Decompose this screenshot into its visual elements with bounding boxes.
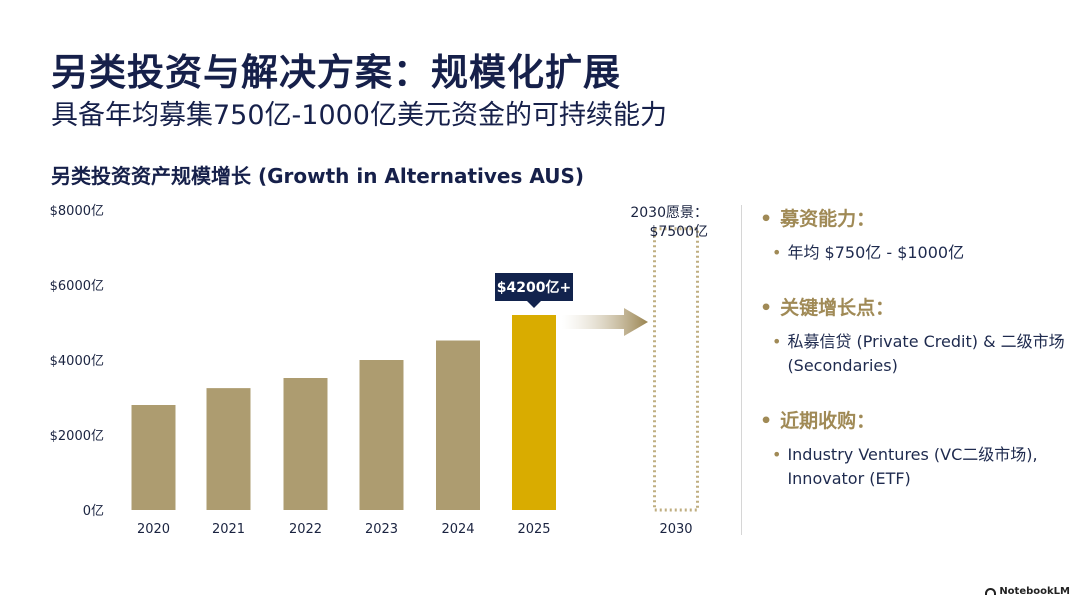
x-tick-label: 2020 [137,522,170,537]
bar-2023 [359,360,404,510]
x-tick-label: 2025 [517,522,550,537]
x-tick-label: 2024 [441,522,474,537]
y-tick-label: $2000亿 [50,429,104,444]
bullet-icon: • [760,297,773,319]
bar-2025 [512,315,556,510]
callout-pointer [527,301,541,308]
panel-divider [741,205,742,535]
highlight-value-label: $4200亿+ [497,279,571,296]
bullet-icon: • [772,332,782,351]
bullet-icon: • [772,243,782,262]
x-tick-label: 2030 [659,522,692,537]
brand-watermark: NotebookLM [985,586,1070,597]
bar-2021 [206,388,251,510]
chart-title: 另类投资资产规模增长 (Growth in Alternatives AUS) [51,164,585,188]
y-tick-label: $4000亿 [50,354,104,369]
x-tick-label: 2021 [212,522,245,537]
bar-2024 [436,340,480,510]
growth-arrow-icon [562,308,648,336]
fundraising-section: • 募资能力： • 年均 $750亿 - $1000亿 [760,204,1070,265]
aum-growth-chart: 0亿 $2000亿 $4000亿 $6000亿 $8000亿 2020 2021 2022 20… [50,204,708,537]
highlight-callout-box [495,273,573,301]
section-heading: 近期收购： [780,410,876,432]
page-title: 另类投资与解决方案：规模化扩展 [51,51,621,94]
brand-name: NotebookLM [999,586,1070,597]
target-label-line1: 2030愿景： [630,205,708,221]
section-detail: 私募信贷 (Private Credit) & 二级市场 (Secondarie… [787,332,1065,375]
notebooklm-logo-icon [985,588,997,595]
y-tick-label: $8000亿 [50,204,104,219]
section-heading: 关键增长点： [780,297,895,319]
x-tick-label: 2023 [365,522,398,537]
bar-2020 [131,405,176,510]
bullet-icon: • [760,208,773,230]
page-subtitle: 具备年均募集750亿-1000亿美元资金的可持续能力 [51,100,667,131]
bar-2022 [283,378,328,510]
x-tick-label: 2022 [289,522,322,537]
bar-2030-target [653,227,699,512]
bullet-icon: • [760,410,773,432]
y-tick-label: 0亿 [83,504,104,519]
growth-drivers-section: • 关键增长点： • 私募信贷 (Private Credit) & 二级市场 (S… [760,293,1070,378]
acquisitions-section: • 近期收购： • Industry Ventures (VC二级市场), Inno… [760,406,1070,491]
y-tick-label: $6000亿 [50,279,104,294]
target-label-line2: $7500亿 [649,224,708,240]
section-detail: Industry Ventures (VC二级市场), Innovator (E… [787,445,1038,488]
section-heading: 募资能力： [780,208,876,230]
highlights-panel: • 募资能力： • 年均 $750亿 - $1000亿 • 关键增长点： • 私募信贷 … [760,204,1070,519]
section-detail: 年均 $750亿 - $1000亿 [787,243,965,262]
bullet-icon: • [772,445,782,464]
